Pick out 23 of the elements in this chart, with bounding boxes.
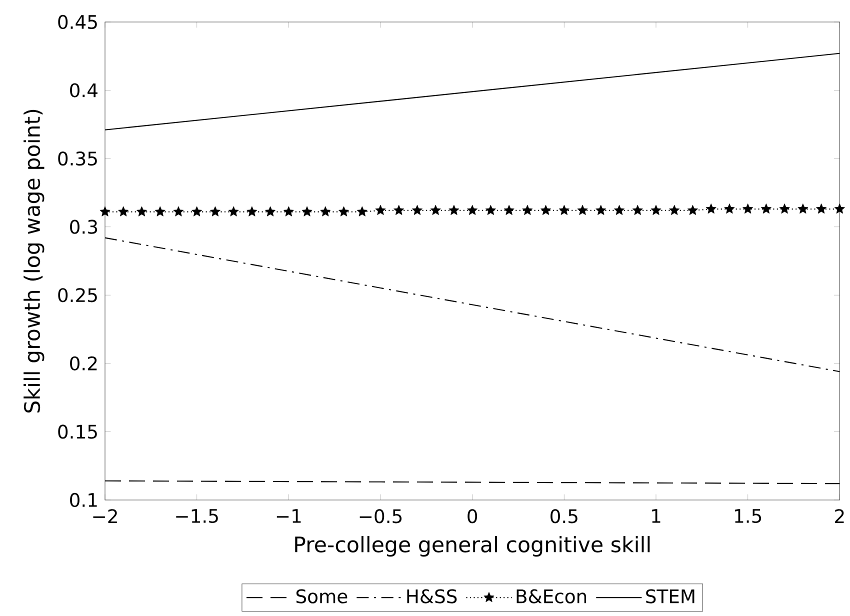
x-axis-title: Pre-college general cognitive skill: [295, 536, 650, 557]
y-tick-label: 0.2: [70, 356, 97, 370]
x-tick-label: 1: [652, 509, 660, 523]
x-tick-label: 1.5: [735, 509, 762, 524]
x-tick-label: 2: [835, 509, 844, 523]
y-tick-label: 0.3: [70, 220, 98, 234]
legend-label: H&SS: [407, 589, 457, 604]
x-tick-label: −1.5: [176, 509, 218, 524]
x-tick-label: −0.5: [360, 509, 402, 524]
y-tick-label: 0.4: [70, 83, 98, 98]
x-tick-label: 0.5: [550, 509, 578, 524]
x-tick-label: −1: [276, 509, 301, 523]
y-tick-label: 0.45: [58, 14, 97, 30]
x-tick-label: 0: [468, 509, 478, 524]
legend-label: B&Econ: [516, 589, 586, 604]
legend-label: Some: [296, 589, 348, 604]
legend-label: STEM: [646, 589, 694, 604]
y-tick-label: 0.25: [58, 288, 97, 302]
y-tick-label: 0.15: [58, 424, 97, 439]
x-tick-label: −2: [93, 509, 117, 523]
y-axis-title: Skill growth (log wage point): [24, 110, 44, 412]
y-tick-label: 0.35: [58, 151, 97, 166]
y-tick-label: 0.1: [70, 492, 97, 508]
